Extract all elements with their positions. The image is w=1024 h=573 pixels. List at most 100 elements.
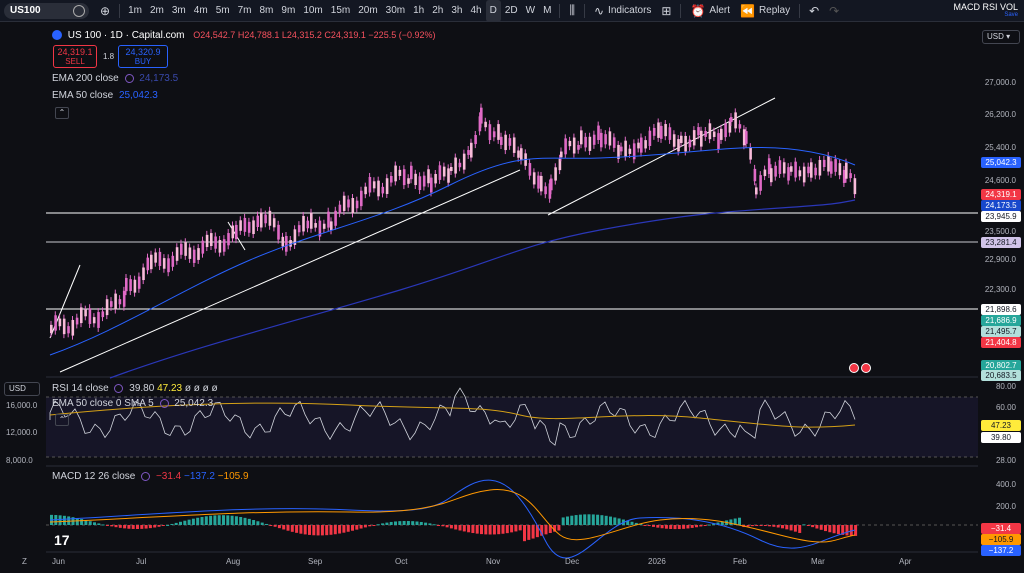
timeframe-D[interactable]: D bbox=[485, 0, 501, 22]
ema50-legend[interactable]: EMA 50 close 25,042.3 bbox=[52, 90, 158, 101]
candle-body bbox=[787, 167, 790, 181]
candle-body bbox=[407, 178, 410, 184]
save-label[interactable]: Save bbox=[1004, 12, 1018, 18]
macd-histogram-bar bbox=[312, 525, 316, 536]
timeframe-7m[interactable]: 7m bbox=[237, 5, 252, 16]
timeframe-2h[interactable]: 2h bbox=[432, 5, 444, 16]
macd-histogram-bar bbox=[136, 525, 139, 529]
macd-histogram-bar bbox=[854, 525, 858, 536]
macd-histogram-bar bbox=[127, 525, 131, 529]
indicator-settings-icon[interactable] bbox=[124, 73, 134, 83]
macd-histogram-bar bbox=[419, 521, 423, 525]
macd-legend[interactable]: MACD 12 26 close −31.4 −137.2 −105.9 bbox=[52, 471, 249, 482]
ema200-legend[interactable]: EMA 200 close 24,173.5 bbox=[52, 73, 178, 84]
symbol-search-input[interactable]: US100 bbox=[4, 2, 89, 19]
macd-histogram-bar bbox=[441, 525, 445, 527]
currency-select[interactable]: USD ▾ bbox=[982, 30, 1020, 44]
candle-body bbox=[467, 150, 470, 155]
us-flag-event-icon[interactable] bbox=[861, 363, 871, 373]
macd-histogram-bar bbox=[183, 520, 187, 525]
timeframe-20m[interactable]: 20m bbox=[358, 5, 378, 16]
macd-histogram-bar bbox=[755, 525, 759, 526]
candle-body bbox=[360, 190, 363, 207]
price-marker-label: 24,319.1 bbox=[981, 189, 1021, 200]
macd-histogram-bar bbox=[247, 518, 251, 525]
macd-histogram-bar bbox=[535, 525, 539, 538]
add-symbol-icon[interactable]: ⊕ bbox=[100, 3, 111, 18]
candle-body bbox=[652, 127, 656, 136]
macd-settings-icon[interactable] bbox=[141, 471, 151, 481]
macd-histogram-bar bbox=[97, 523, 101, 525]
candle-body bbox=[612, 137, 616, 148]
macd-histogram-bar bbox=[604, 515, 608, 525]
indicators-button[interactable]: ∿ Indicators bbox=[589, 0, 656, 22]
timeframe-30m[interactable]: 30m bbox=[385, 5, 406, 16]
timeframe-5m[interactable]: 5m bbox=[215, 5, 230, 16]
candle-body bbox=[322, 223, 326, 229]
macd-histogram-bar bbox=[252, 520, 256, 525]
buy-button[interactable]: 24,320.9 BUY bbox=[118, 45, 168, 68]
macd-histogram-bar bbox=[187, 519, 191, 525]
timeframe-3m[interactable]: 3m bbox=[171, 5, 186, 16]
macd-histogram-bar bbox=[480, 525, 483, 535]
timeframe-4m[interactable]: 4m bbox=[193, 5, 208, 16]
timeframe-2D[interactable]: 2D bbox=[504, 5, 518, 16]
candle-body bbox=[798, 170, 802, 177]
rsi-legend[interactable]: RSI 14 close 39.80 47.23 ø ø ø ø bbox=[52, 383, 218, 394]
candle-body bbox=[462, 153, 466, 170]
macd-histogram-bar bbox=[647, 525, 651, 527]
candle-body bbox=[110, 301, 113, 307]
left-currency-select[interactable]: USD bbox=[4, 382, 40, 396]
replay-button[interactable]: ⏪ Replay bbox=[735, 0, 795, 22]
candle-type-icon[interactable]: ⫼ bbox=[569, 3, 575, 17]
timeframe-3h[interactable]: 3h bbox=[451, 5, 463, 16]
timeframe-10m[interactable]: 10m bbox=[303, 5, 323, 16]
timeframe-W[interactable]: W bbox=[525, 5, 536, 16]
candle-body bbox=[188, 247, 192, 259]
sell-button[interactable]: 24,319.1 SELL bbox=[53, 45, 97, 68]
us-flag-event-icon[interactable] bbox=[849, 363, 859, 373]
price-marker-label: 20,802.7 bbox=[981, 360, 1021, 371]
macd-histogram-bar bbox=[75, 518, 79, 525]
candle-body bbox=[247, 221, 251, 233]
timeframe-1h[interactable]: 1h bbox=[413, 5, 425, 16]
rsi-ema-settings-icon[interactable] bbox=[159, 398, 169, 408]
macd-histogram-bar bbox=[140, 525, 144, 529]
replay-label: Replay bbox=[758, 5, 791, 16]
timeframe-M[interactable]: M bbox=[543, 5, 552, 16]
redo-icon[interactable]: ↷ bbox=[829, 3, 840, 18]
macd-histogram-bar bbox=[544, 525, 548, 535]
candle-body bbox=[268, 210, 272, 226]
timeframe-4h[interactable]: 4h bbox=[470, 5, 482, 16]
timezone-icon[interactable]: Z bbox=[22, 557, 27, 566]
rsi-ema-legend[interactable]: EMA 50 close 0 SMA 5 25,042.3 bbox=[52, 398, 213, 409]
macd-histogram-bar bbox=[406, 520, 410, 525]
rsi-ema-value: 25,042.3 bbox=[174, 398, 214, 409]
timeframe-8m[interactable]: 8m bbox=[259, 5, 274, 16]
collapse-legend-button[interactable]: ⌃ bbox=[55, 107, 69, 119]
macd-histogram-bar bbox=[523, 525, 526, 542]
rsi-settings-icon[interactable] bbox=[114, 383, 124, 393]
price-marker-label: 21,686.9 bbox=[981, 315, 1021, 326]
macd-histogram-bar bbox=[333, 525, 337, 535]
timeframe-9m[interactable]: 9m bbox=[281, 5, 296, 16]
macd-histogram-bar bbox=[148, 525, 152, 529]
timeframe-1m[interactable]: 1m bbox=[128, 5, 142, 16]
layout-name-block[interactable]: MACD RSI VOL Save bbox=[953, 2, 1018, 18]
candle-body bbox=[628, 148, 632, 154]
undo-icon[interactable]: ↶ bbox=[809, 3, 820, 18]
candle-body bbox=[712, 131, 716, 137]
macd-histogram-bar bbox=[157, 525, 161, 527]
ema50-label: EMA 50 close bbox=[52, 90, 114, 101]
macd-histogram-bar bbox=[811, 525, 815, 528]
macd-histogram-bar bbox=[798, 525, 802, 533]
alert-button[interactable]: ⏰ Alert bbox=[685, 0, 735, 22]
macd-histogram-bar bbox=[118, 525, 122, 528]
collapse-rsi-legend-button[interactable]: ⌃ bbox=[55, 414, 69, 426]
macd-histogram-bar bbox=[359, 525, 363, 529]
timeframe-2m[interactable]: 2m bbox=[149, 5, 164, 16]
layout-grid-icon[interactable]: ⊞ bbox=[661, 3, 672, 18]
tradingview-logo[interactable]: 17 bbox=[54, 532, 70, 548]
timeframe-15m[interactable]: 15m bbox=[330, 5, 351, 16]
